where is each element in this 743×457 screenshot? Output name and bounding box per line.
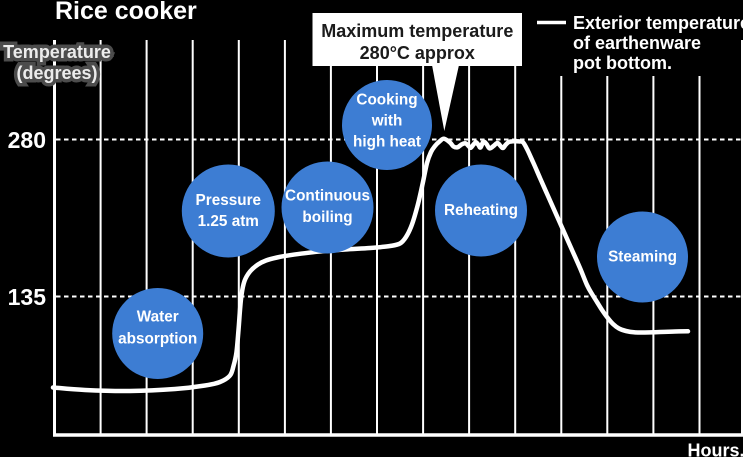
svg-text:(degrees): (degrees) (16, 63, 97, 83)
svg-text:with: with (371, 113, 403, 130)
svg-text:Reheating: Reheating (444, 202, 518, 219)
svg-text:280: 280 (8, 127, 46, 153)
svg-text:Temperature: Temperature (3, 42, 111, 62)
svg-text:Cooking: Cooking (356, 92, 417, 109)
svg-text:1.25 atm: 1.25 atm (198, 213, 259, 230)
svg-text:Hours.: Hours. (688, 441, 743, 457)
svg-text:Water: Water (137, 309, 179, 326)
svg-text:high heat: high heat (353, 134, 421, 151)
svg-text:Pressure: Pressure (196, 192, 261, 209)
svg-text:Continuous: Continuous (285, 188, 370, 205)
svg-text:boiling: boiling (302, 209, 352, 226)
svg-text:Rice cooker: Rice cooker (55, 0, 197, 25)
svg-text:280°C approx: 280°C approx (360, 43, 475, 63)
svg-text:pot bottom.: pot bottom. (573, 53, 672, 73)
svg-text:of earthenware: of earthenware (573, 33, 701, 53)
svg-text:Exterior temperature: Exterior temperature (573, 13, 743, 33)
svg-text:135: 135 (8, 284, 47, 310)
svg-text:Maximum temperature: Maximum temperature (321, 21, 513, 41)
svg-text:absorption: absorption (118, 331, 197, 348)
svg-text:Steaming: Steaming (608, 249, 677, 266)
